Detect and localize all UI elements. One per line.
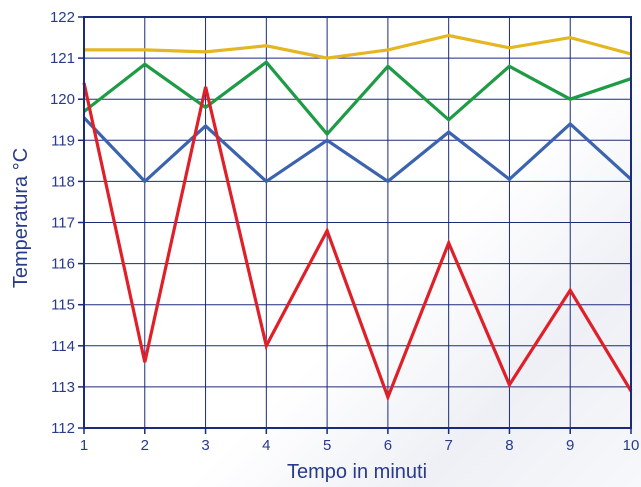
- y-tick-label: 116: [51, 256, 75, 273]
- y-tick-label: 119: [51, 132, 75, 149]
- x-tick-label: 1: [80, 437, 88, 454]
- y-tick-label: 117: [51, 215, 75, 232]
- x-tick-label: 2: [141, 437, 149, 454]
- x-tick-label: 5: [323, 437, 331, 454]
- y-tick-label: 120: [50, 91, 75, 108]
- y-tick-label: 113: [51, 379, 75, 396]
- y-tick-label: 112: [51, 420, 75, 437]
- x-tick-label: 4: [262, 437, 270, 454]
- y-tick-label: 115: [51, 297, 75, 314]
- x-tick-label: 7: [444, 437, 452, 454]
- x-tick-label: 8: [505, 437, 513, 454]
- y-tick-label: 114: [51, 338, 75, 355]
- y-tick-label: 118: [51, 173, 75, 190]
- x-axis-ticks: 1 2 3 4 5 6 7 8 9 10: [80, 428, 640, 454]
- series-line-2: [83, 60, 632, 137]
- y-tick-label: 121: [50, 50, 75, 67]
- series-group: [82, 33, 633, 402]
- x-tick-label: 6: [384, 437, 392, 454]
- x-axis-title: Tempo in minuti: [287, 461, 427, 483]
- x-tick-label: 3: [201, 437, 209, 454]
- y-axis-title: Temperatura °C: [10, 148, 32, 288]
- y-tick-label: 122: [50, 9, 75, 26]
- y-axis-ticks: 112 113 114 115 116 117 118 119 120 121 122: [50, 9, 84, 437]
- x-tick-label: 10: [623, 437, 640, 454]
- x-tick-label: 9: [566, 437, 574, 454]
- series-line-4: [82, 82, 633, 402]
- series-line-3: [82, 116, 633, 184]
- series-line-1: [84, 33, 632, 60]
